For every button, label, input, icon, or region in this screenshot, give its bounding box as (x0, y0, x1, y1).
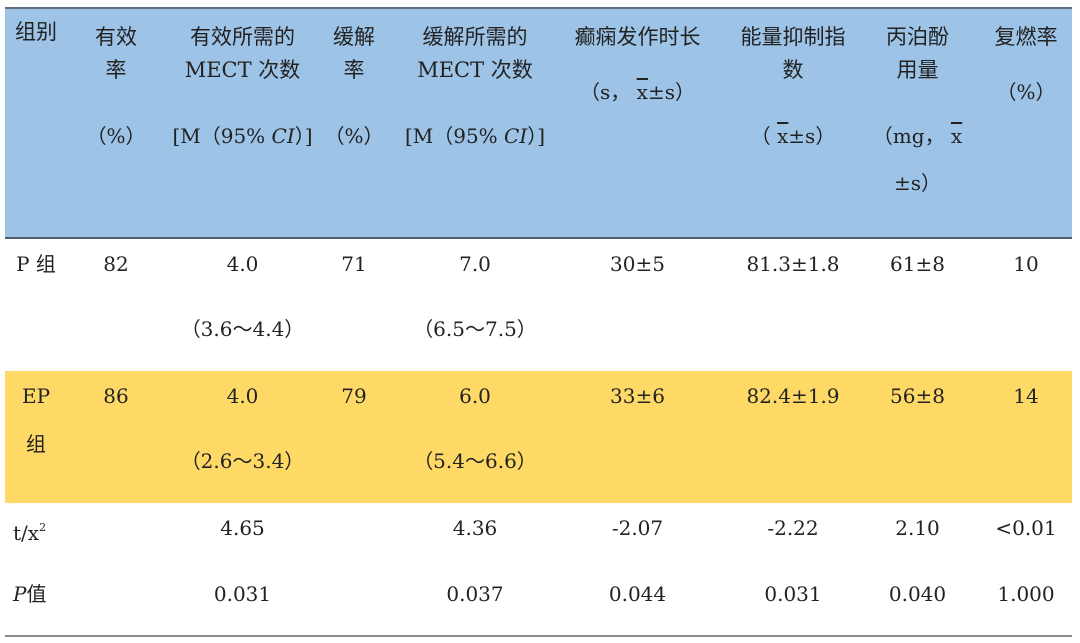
cell-reignition-rate: 14 (1013, 384, 1039, 408)
value-text: 4.0 (226, 384, 259, 408)
cell-stat-label: t/x2 (5, 517, 75, 544)
header-effective-mect: 有效所需的 MECT 次数 [M（95% CI）] (160, 21, 325, 153)
cell-group: P 组 (16, 252, 56, 276)
header-text: 缓解所需的 (422, 25, 528, 49)
cell-p-label: P值 (5, 583, 75, 605)
cell-effective-mect: 4.0 （2.6～3.4） (160, 385, 325, 472)
header-remission-mect: 缓解所需的 MECT 次数 [M（95% CI）] (390, 21, 560, 153)
cell-t-remission-mect: 4.36 (452, 516, 498, 540)
header-text: 能量抑制指 (740, 25, 846, 49)
group-text: 组 (26, 432, 46, 456)
header-text: 率 (105, 58, 127, 82)
ci-text: （3.6～4.4） (180, 317, 305, 341)
cell-effective-rate: 86 (103, 384, 129, 408)
p-label-italic: P (13, 582, 27, 606)
ci-text: （2.6～3.4） (180, 449, 305, 473)
table-row-ep-group: EP 组 86 4.0 （2.6～3.4） 79 6.0 （5.4～6.6） 3… (5, 371, 1072, 503)
cell-t-effective-mect: 4.65 (220, 516, 265, 540)
cell-energy-suppression: 82.4±1.9 (746, 384, 840, 408)
cell-energy-suppression: 81.3±1.8 (746, 252, 840, 276)
comparison-table: 组别 有效 率 （%） 有效所需的 MECT 次数 [M（95% CI）] 缓解… (5, 7, 1072, 637)
cell-remission-mect: 6.0 （5.4～6.6） (390, 385, 560, 472)
table-header-row: 组别 有效 率 （%） 有效所需的 MECT 次数 [M（95% CI）] 缓解… (5, 9, 1072, 239)
header-text: 缓解 (333, 25, 375, 49)
ci-text: （6.5～7.5） (413, 317, 537, 341)
table-row-p-value: P值 0.031 0.037 0.044 0.031 0.040 1.000 (5, 569, 1072, 637)
group-text: EP (21, 384, 51, 408)
stat-label-superscript: 2 (39, 521, 47, 534)
cell-remission-mect: 7.0 （6.5～7.5） (390, 253, 560, 340)
header-text: （%） (996, 80, 1056, 104)
cell-t-seizure-duration: -2.07 (611, 516, 664, 540)
header-text: （ x±s） (750, 124, 836, 148)
cell-p-seizure-duration: 0.044 (608, 582, 667, 606)
ci-text: （5.4～6.6） (413, 449, 537, 473)
cell-p-energy-suppression: 0.031 (764, 582, 822, 606)
cell-seizure-duration: 33±6 (610, 384, 665, 408)
header-text: 有效 (95, 25, 137, 49)
stat-label-text: t/x (13, 521, 40, 545)
header-effective-rate: 有效 率 （%） (80, 21, 152, 153)
header-text: （%） (86, 124, 146, 148)
header-text: 组别 (15, 20, 57, 44)
header-text: 用量 (896, 58, 939, 82)
header-text: [M（95% CI）] (172, 124, 313, 148)
value-text: 6.0 (459, 384, 491, 408)
header-text: （%） (324, 124, 384, 148)
cell-t-energy-suppression: -2.22 (767, 516, 819, 540)
table-row-test-statistic: t/x2 4.65 4.36 -2.07 -2.22 2.10 <0.01 (5, 503, 1072, 569)
cell-p-remission-mect: 0.037 (446, 582, 504, 606)
cell-effective-rate: 82 (103, 252, 129, 276)
cell-propofol-dose: 61±8 (890, 252, 945, 276)
header-text: MECT 次数 (417, 58, 533, 82)
header-remission-rate: 缓解 率 （%） (323, 21, 385, 153)
cell-remission-rate: 79 (341, 384, 367, 408)
cell-p-effective-mect: 0.031 (213, 582, 272, 606)
header-text: MECT 次数 (184, 58, 301, 82)
header-text: 癫痫发作时长 (574, 25, 701, 49)
header-text: 率 (343, 58, 365, 82)
header-text: 丙泊酚 (886, 25, 949, 49)
cell-group: EP 组 (5, 385, 67, 455)
value-text: 4.0 (226, 252, 259, 276)
cell-p-reignition-rate: 1.000 (997, 582, 1055, 606)
header-text: 复燃率 (994, 25, 1058, 49)
cell-remission-rate: 71 (341, 252, 367, 276)
cell-t-propofol-dose: 2.10 (895, 516, 940, 540)
cell-propofol-dose: 56±8 (890, 384, 945, 408)
header-text: （s， x±s） (580, 80, 695, 104)
value-text: 7.0 (459, 252, 491, 276)
header-text: [M（95% CI）] (404, 124, 546, 148)
p-label-text: 值 (26, 582, 47, 606)
header-group: 组别 (5, 21, 67, 43)
header-text: ±s） (893, 171, 942, 195)
header-energy-suppression: 能量抑制指 数 （ x±s） (723, 21, 863, 153)
header-text: 有效所需的 (190, 25, 295, 49)
header-reignition-rate: 复燃率 （%） (980, 21, 1072, 109)
header-propofol-dose: 丙泊酚 用量 （mg， x ±s） (870, 21, 965, 200)
cell-seizure-duration: 30±5 (610, 252, 665, 276)
table-row-p-group: P 组 82 4.0 （3.6～4.4） 71 7.0 （6.5～7.5） 30… (5, 239, 1072, 371)
header-seizure-duration: 癫痫发作时长 （s， x±s） (560, 21, 715, 109)
header-text: 数 (782, 58, 804, 82)
cell-p-propofol-dose: 0.040 (888, 582, 947, 606)
cell-reignition-rate: 10 (1013, 252, 1039, 276)
cell-effective-mect: 4.0 （3.6～4.4） (160, 253, 325, 340)
cell-t-reignition-rate: <0.01 (995, 516, 1057, 540)
header-text: （mg， x (872, 124, 963, 148)
